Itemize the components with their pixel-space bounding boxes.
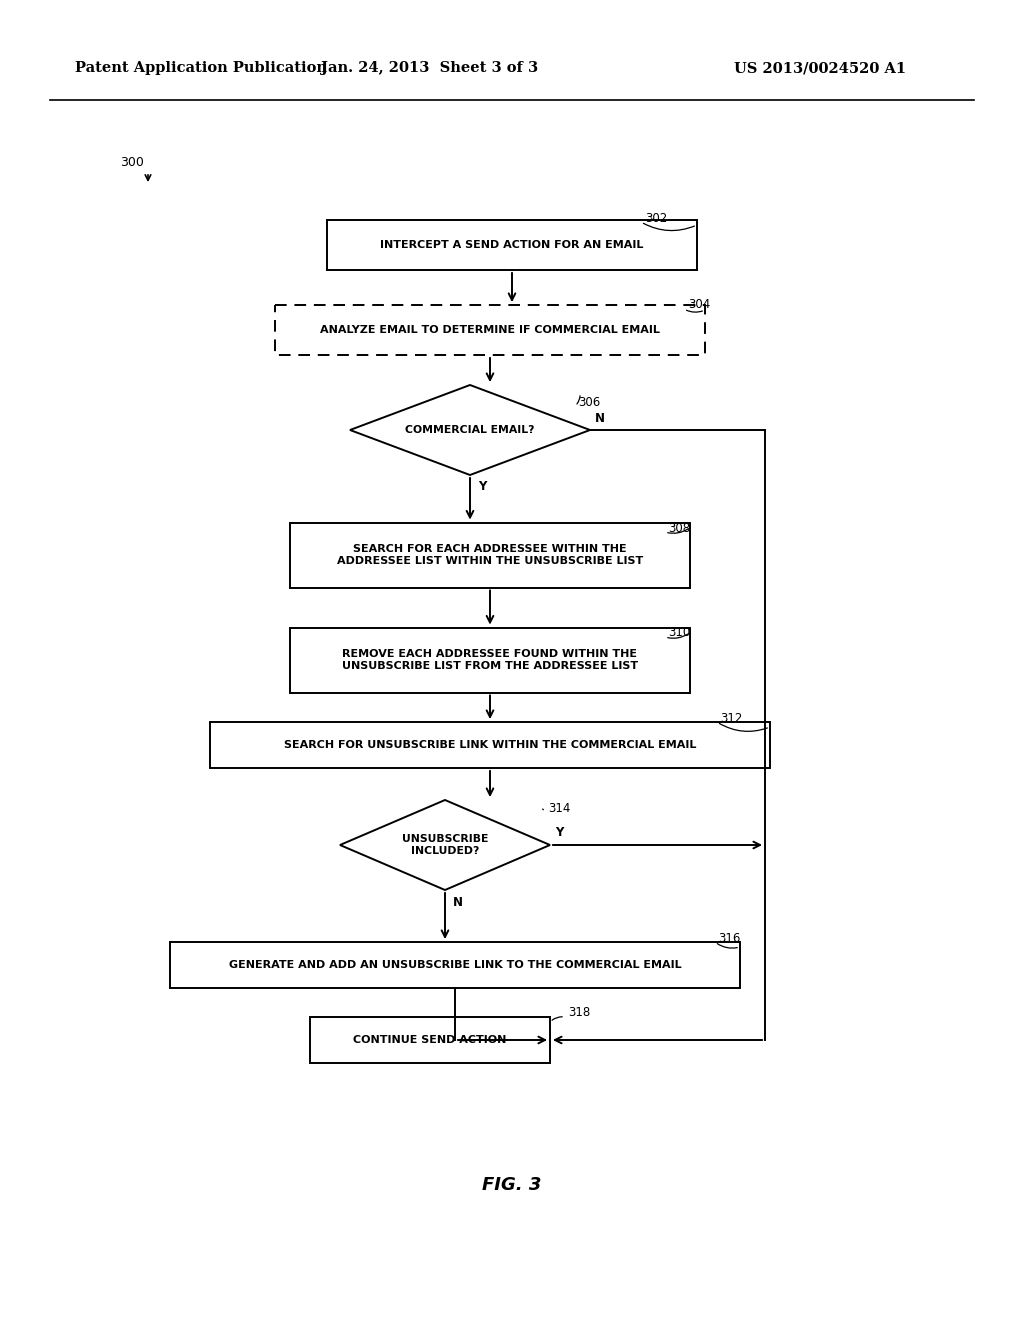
Text: UNSUBSCRIBE
INCLUDED?: UNSUBSCRIBE INCLUDED? [401,834,488,855]
Text: INTERCEPT A SEND ACTION FOR AN EMAIL: INTERCEPT A SEND ACTION FOR AN EMAIL [380,240,644,249]
Bar [290,523,690,587]
Bar [290,627,690,693]
Text: SEARCH FOR EACH ADDRESSEE WITHIN THE
ADDRESSEE LIST WITHIN THE UNSUBSCRIBE LIST: SEARCH FOR EACH ADDRESSEE WITHIN THE ADD… [337,544,643,566]
Text: 312: 312 [720,711,742,725]
Text: FIG. 3: FIG. 3 [482,1176,542,1195]
Text: REMOVE EACH ADDRESSEE FOUND WITHIN THE
UNSUBSCRIBE LIST FROM THE ADDRESSEE LIST: REMOVE EACH ADDRESSEE FOUND WITHIN THE U… [342,649,638,671]
Text: ANALYZE EMAIL TO DETERMINE IF COMMERCIAL EMAIL: ANALYZE EMAIL TO DETERMINE IF COMMERCIAL… [321,325,659,335]
Text: Y: Y [555,826,563,840]
Bar [170,942,740,987]
Bar [210,722,770,768]
Text: N: N [595,412,605,425]
Text: 302: 302 [645,211,668,224]
Text: Y: Y [478,480,486,494]
Text: 314: 314 [548,801,570,814]
Bar [327,220,697,271]
Text: Jan. 24, 2013  Sheet 3 of 3: Jan. 24, 2013 Sheet 3 of 3 [322,61,539,75]
Text: GENERATE AND ADD AN UNSUBSCRIBE LINK TO THE COMMERCIAL EMAIL: GENERATE AND ADD AN UNSUBSCRIBE LINK TO … [228,960,681,970]
Text: CONTINUE SEND ACTION: CONTINUE SEND ACTION [353,1035,507,1045]
Polygon shape [340,800,550,890]
Polygon shape [350,385,590,475]
Text: N: N [453,895,463,908]
Text: 300: 300 [120,156,144,169]
Text: 308: 308 [668,521,690,535]
Text: US 2013/0024520 A1: US 2013/0024520 A1 [734,61,906,75]
Text: 316: 316 [718,932,740,945]
Text: SEARCH FOR UNSUBSCRIBE LINK WITHIN THE COMMERCIAL EMAIL: SEARCH FOR UNSUBSCRIBE LINK WITHIN THE C… [284,741,696,750]
Text: 304: 304 [688,298,711,312]
Text: 318: 318 [568,1006,590,1019]
Text: 310: 310 [668,627,690,639]
Text: COMMERCIAL EMAIL?: COMMERCIAL EMAIL? [406,425,535,436]
Text: 306: 306 [578,396,600,408]
Bar [275,305,705,355]
Text: Patent Application Publication: Patent Application Publication [75,61,327,75]
Bar [310,1016,550,1063]
